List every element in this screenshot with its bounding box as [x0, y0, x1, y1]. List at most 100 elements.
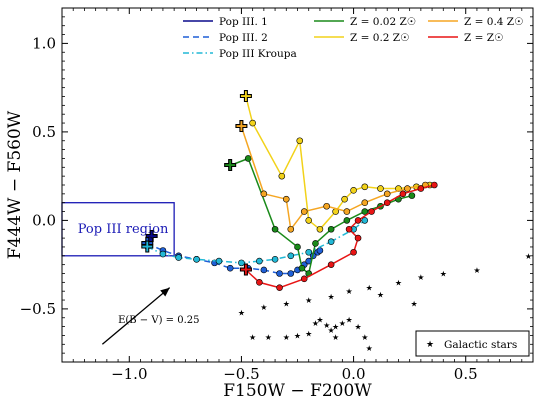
galactic-star-point: ★	[265, 333, 272, 342]
plot-background	[62, 8, 533, 362]
galactic-star-point: ★	[345, 287, 352, 296]
data-point	[238, 259, 245, 267]
galactic-star-point: ★	[354, 323, 361, 332]
data-point	[404, 185, 411, 192]
legend: Pop III. 1 Pop III. 2 Pop III Kroupa Z = 0.…	[183, 16, 530, 357]
data-point	[327, 238, 335, 245]
data-point	[361, 183, 369, 191]
data-point	[300, 275, 308, 283]
data-point	[226, 264, 234, 272]
data-point	[271, 256, 279, 263]
annotations: E(B − V) = 0.25	[101, 287, 199, 345]
data-point	[343, 217, 351, 224]
galactic-star-point: ★	[366, 344, 373, 353]
galactic-star-point: ★	[361, 333, 368, 342]
galactic-star-point: ★	[345, 316, 352, 325]
y-tick-label: −0.5	[20, 300, 56, 318]
data-point	[278, 172, 286, 180]
data-point	[294, 243, 301, 251]
series-4: ✚	[239, 89, 434, 233]
data-point	[260, 190, 268, 198]
y-tick-label: 0.5	[32, 123, 56, 141]
galactic-star-point: ★	[328, 326, 335, 335]
galactic-star-point: ★	[332, 323, 339, 332]
data-point	[256, 279, 263, 286]
data-point	[244, 155, 252, 162]
data-point	[350, 248, 357, 256]
data-point	[431, 181, 438, 189]
series-layer: ✚✚✚✚✚✚✚★★ ★ ★ ★★ ★★★ ★ ★★★★★ ★ ★ ★ ★★★★★★ ★ ★★★★★	[141, 89, 532, 353]
galactic-star-point: ★	[305, 330, 312, 339]
plot-area	[62, 8, 533, 362]
data-point	[377, 185, 384, 192]
galactic-star-point: ★	[312, 319, 319, 328]
galactic-star-point: ★	[332, 333, 339, 342]
data-point	[256, 257, 263, 265]
data-point	[345, 225, 353, 233]
series-7: ★★ ★ ★ ★★ ★★★ ★ ★★★★★ ★ ★ ★ ★★★★★★ ★ ★★★★★	[238, 252, 532, 353]
galactic-star-point: ★	[395, 278, 402, 287]
galactic-star-point: ★	[377, 291, 384, 300]
data-point	[361, 199, 369, 206]
data-point	[305, 248, 313, 256]
legend-label: Z = 0.02 Z☉	[350, 16, 416, 28]
axes: −1.0 −0.5 0.0 0.5 −0.5 0.0 0.5 1.0 F150W − F200W…	[5, 7, 534, 401]
data-point	[399, 190, 407, 198]
data-point	[159, 250, 167, 258]
data-point	[343, 208, 351, 215]
data-point	[327, 225, 335, 233]
galactic-star-point: ★	[238, 308, 245, 317]
data-point	[260, 266, 268, 274]
galactic-star-point: ★	[525, 252, 532, 261]
series-0: ✚	[143, 229, 159, 247]
data-point	[327, 261, 335, 268]
data-point	[383, 199, 391, 206]
stars-legend-box	[415, 330, 530, 357]
reddening-label: E(B − V) = 0.25	[118, 315, 199, 326]
data-point	[298, 264, 306, 272]
data-point	[296, 137, 304, 145]
start-marker: ✚	[141, 240, 154, 256]
galactic-star-point: ★	[316, 316, 323, 325]
galactic-star-point: ★	[305, 296, 312, 305]
series-2: ✚	[141, 217, 369, 267]
data-point	[323, 202, 330, 210]
data-point	[305, 217, 313, 224]
data-point	[215, 257, 223, 265]
x-tick-label: 0.0	[342, 365, 366, 383]
x-tick-label: −1.0	[111, 365, 147, 383]
galactic-star-point: ★	[323, 321, 330, 330]
legend-label: Z = 0.4 Z☉	[464, 16, 524, 28]
galactic-star-point: ★	[283, 333, 290, 342]
series-line	[146, 242, 321, 275]
data-point	[417, 185, 425, 192]
data-point	[383, 190, 391, 198]
data-point	[354, 234, 362, 242]
data-point	[271, 225, 279, 233]
galactic-star-point: ★	[260, 303, 267, 312]
galactic-star-point: ★	[417, 273, 424, 282]
start-marker: ✚	[240, 263, 253, 279]
start-marker: ✚	[235, 120, 248, 136]
legend-label: Pop III. 1	[219, 16, 268, 28]
data-point	[341, 195, 348, 203]
data-point	[175, 254, 182, 261]
data-point	[193, 256, 200, 263]
data-point	[287, 225, 295, 233]
galactic-star-point: ★	[440, 270, 447, 279]
data-point	[287, 252, 295, 260]
data-point	[282, 195, 290, 203]
x-tick-label: −0.5	[223, 365, 259, 383]
series-6: ✚	[239, 181, 438, 291]
data-point	[276, 270, 283, 277]
data-point	[312, 240, 319, 247]
star-icon: ★	[426, 339, 434, 349]
data-point	[316, 225, 324, 233]
reddening-arrow-head	[160, 287, 170, 297]
legend-label: Pop III. 2	[219, 32, 268, 44]
data-point	[354, 217, 362, 224]
data-point	[408, 192, 416, 199]
data-point	[361, 217, 369, 224]
data-point	[287, 270, 295, 277]
